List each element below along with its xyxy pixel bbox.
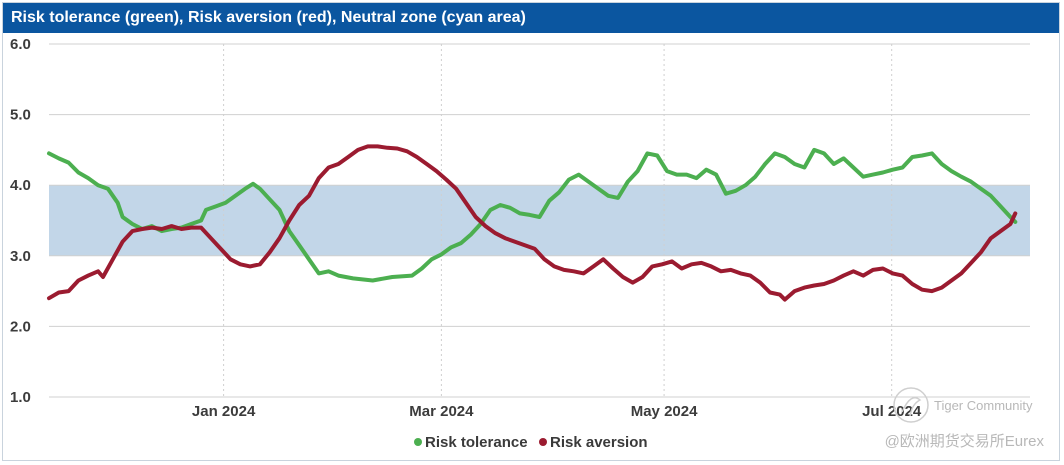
x-gridlines	[223, 44, 893, 397]
y-axis-ticks: 1.0 2.0 3.0 4.0 5.0 6.0	[10, 36, 31, 406]
x-tick-label: Jan 2024	[192, 403, 256, 420]
watermark-logo-mark-icon	[901, 397, 922, 417]
legend-label-risk-aversion: Risk aversion	[550, 434, 648, 451]
watermark-brand: Tiger Community	[934, 398, 1033, 413]
y-tick-label: 6.0	[10, 36, 31, 53]
watermark: Tiger Community @欧洲期货交易所Eurex	[885, 387, 1045, 450]
y-tick-label: 3.0	[10, 248, 31, 265]
legend-label-risk-tolerance: Risk tolerance	[425, 434, 528, 451]
legend-marker-risk-tolerance	[414, 438, 422, 446]
y-tick-label: 5.0	[10, 107, 31, 124]
series-line-risk-tolerance	[47, 147, 1018, 283]
x-tick-label: May 2024	[631, 403, 698, 420]
y-tick-label: 4.0	[10, 177, 31, 194]
x-tick-label: Jul 2024	[862, 403, 922, 420]
legend: Risk tolerance Risk aversion	[414, 434, 648, 451]
watermark-handle: @欧洲期货交易所Eurex	[885, 432, 1045, 450]
chart-title: Risk tolerance (green), Risk aversion (r…	[3, 3, 1059, 33]
series-lines	[47, 144, 1018, 302]
x-tick-label: Mar 2024	[409, 403, 474, 420]
neutral-zone-area	[49, 185, 1030, 256]
watermark-logo-icon	[893, 387, 929, 423]
series-line-risk-aversion	[47, 144, 1018, 302]
legend-marker-risk-aversion	[539, 438, 547, 446]
y-tick-label: 2.0	[10, 318, 31, 335]
x-axis-ticks: Jan 2024 Mar 2024 May 2024 Jul 2024	[192, 403, 922, 420]
y-tick-label: 1.0	[10, 389, 31, 406]
